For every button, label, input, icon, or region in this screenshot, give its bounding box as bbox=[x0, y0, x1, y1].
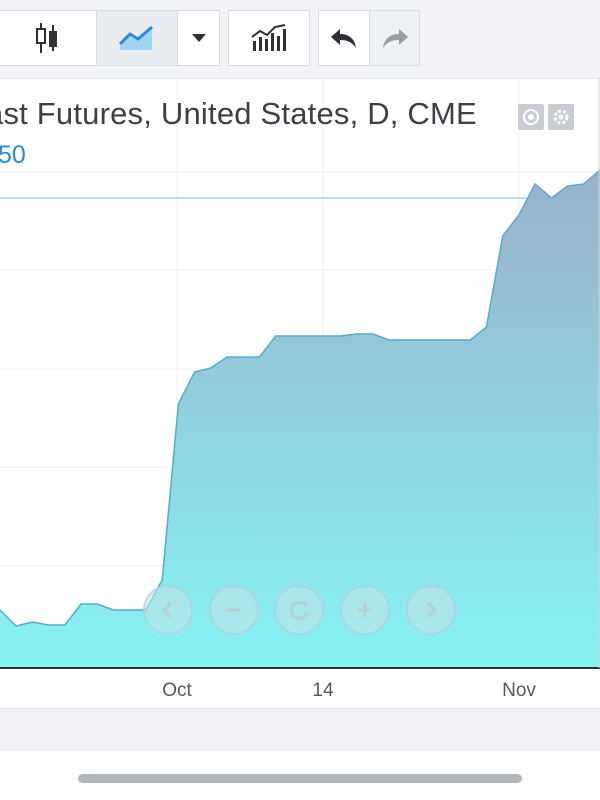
candlestick-icon bbox=[35, 23, 57, 53]
area-chart-button[interactable] bbox=[96, 11, 178, 65]
history-group bbox=[318, 10, 420, 66]
zoom-out-icon bbox=[227, 608, 241, 612]
zoom-out-button[interactable] bbox=[209, 585, 259, 635]
chevron-left-icon bbox=[161, 601, 173, 619]
redo-icon bbox=[382, 29, 408, 48]
area-chart-icon bbox=[119, 25, 154, 50]
undo-button[interactable] bbox=[319, 11, 369, 65]
chevron-right-icon bbox=[426, 601, 438, 619]
undo-icon bbox=[331, 29, 356, 48]
series-area bbox=[0, 170, 600, 668]
toolbar bbox=[0, 0, 600, 79]
zoom-in-icon bbox=[358, 603, 372, 617]
indicators-button[interactable] bbox=[229, 11, 309, 65]
current-price-value: 50 bbox=[0, 141, 26, 169]
reset-chart-button[interactable] bbox=[274, 585, 324, 635]
indicators-icon bbox=[251, 24, 286, 51]
chevron-down-icon bbox=[191, 34, 206, 42]
x-tick-label: Nov bbox=[502, 680, 536, 701]
chart-navigation bbox=[0, 585, 600, 645]
zoom-in-button[interactable] bbox=[340, 585, 390, 635]
home-indicator[interactable] bbox=[78, 774, 522, 783]
time-scale-band bbox=[0, 708, 600, 750]
series-line bbox=[0, 169, 600, 627]
reset-icon bbox=[289, 600, 309, 620]
scroll-left-button[interactable] bbox=[143, 585, 193, 635]
candlestick-button[interactable] bbox=[0, 11, 96, 65]
settings-gear-icon[interactable] bbox=[548, 104, 574, 130]
x-axis: Oct 14 Nov bbox=[0, 668, 600, 708]
chart-type-group bbox=[0, 10, 220, 66]
symbol-title: ast Futures, United States, D, CME bbox=[0, 96, 477, 131]
scroll-right-button[interactable] bbox=[406, 585, 456, 635]
redo-button[interactable] bbox=[369, 11, 419, 65]
legend-actions bbox=[518, 104, 574, 130]
chart-type-dropdown[interactable] bbox=[177, 11, 219, 65]
x-tick-label: Oct bbox=[162, 680, 192, 701]
visibility-icon[interactable] bbox=[518, 104, 544, 130]
indicators-group bbox=[228, 10, 310, 66]
x-tick-label: 14 bbox=[312, 680, 334, 701]
